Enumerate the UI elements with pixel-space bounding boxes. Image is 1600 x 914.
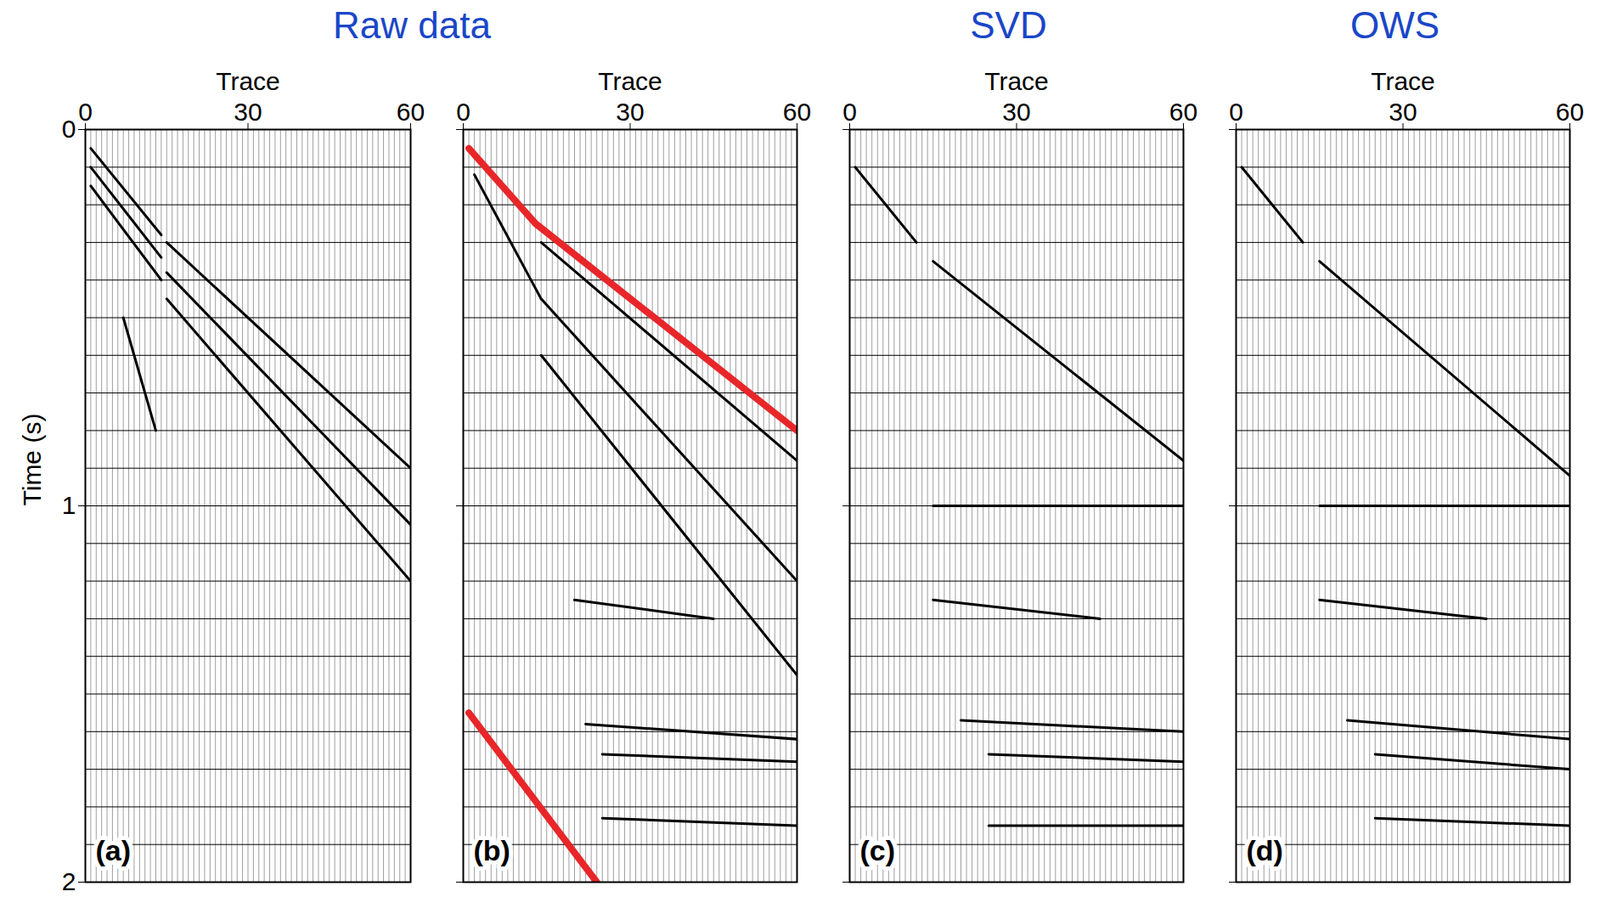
svg-text:30: 30 xyxy=(615,97,644,126)
svg-text:30: 30 xyxy=(1388,97,1417,126)
html-text:OWS: OWS xyxy=(1350,4,1440,46)
svg-text:(a): (a) xyxy=(95,833,132,867)
html-text:SVD: SVD xyxy=(970,4,1047,46)
svg-text:(a): (a) xyxy=(95,833,132,867)
svg-text:Trace: Trace xyxy=(984,67,1049,96)
svg-text:(c): (c) xyxy=(860,833,896,867)
svg-text:60: 60 xyxy=(1169,97,1198,126)
svg-text:0: 0 xyxy=(61,114,77,143)
svg-text:60: 60 xyxy=(1555,97,1584,126)
svg-text:Trace: Trace xyxy=(597,67,663,96)
svg-text:0: 0 xyxy=(1228,97,1244,126)
html-text:Raw data: Raw data xyxy=(332,4,491,46)
svg-text:0: 0 xyxy=(842,97,857,126)
svg-text:Time (s): Time (s) xyxy=(17,413,46,507)
svg-text:(b): (b) xyxy=(473,833,511,867)
svg-text:(d): (d) xyxy=(1246,833,1284,867)
svg-text:30: 30 xyxy=(1002,97,1031,126)
svg-text:1: 1 xyxy=(61,490,77,519)
svg-text:0: 0 xyxy=(456,97,471,126)
svg-text:30: 30 xyxy=(233,97,262,126)
svg-text:(c): (c) xyxy=(860,833,896,867)
svg-text:0: 0 xyxy=(78,97,93,126)
svg-text:2: 2 xyxy=(61,867,77,896)
svg-text:Trace: Trace xyxy=(1370,67,1436,96)
svg-text:60: 60 xyxy=(783,97,812,126)
svg-text:(b): (b) xyxy=(473,833,511,867)
svg-text:60: 60 xyxy=(396,97,425,126)
svg-text:(d): (d) xyxy=(1246,833,1284,867)
svg-text:Trace: Trace xyxy=(215,67,281,96)
